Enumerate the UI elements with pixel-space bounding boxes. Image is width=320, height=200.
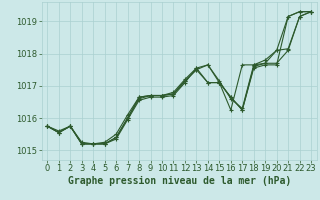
X-axis label: Graphe pression niveau de la mer (hPa): Graphe pression niveau de la mer (hPa) [68,176,291,186]
